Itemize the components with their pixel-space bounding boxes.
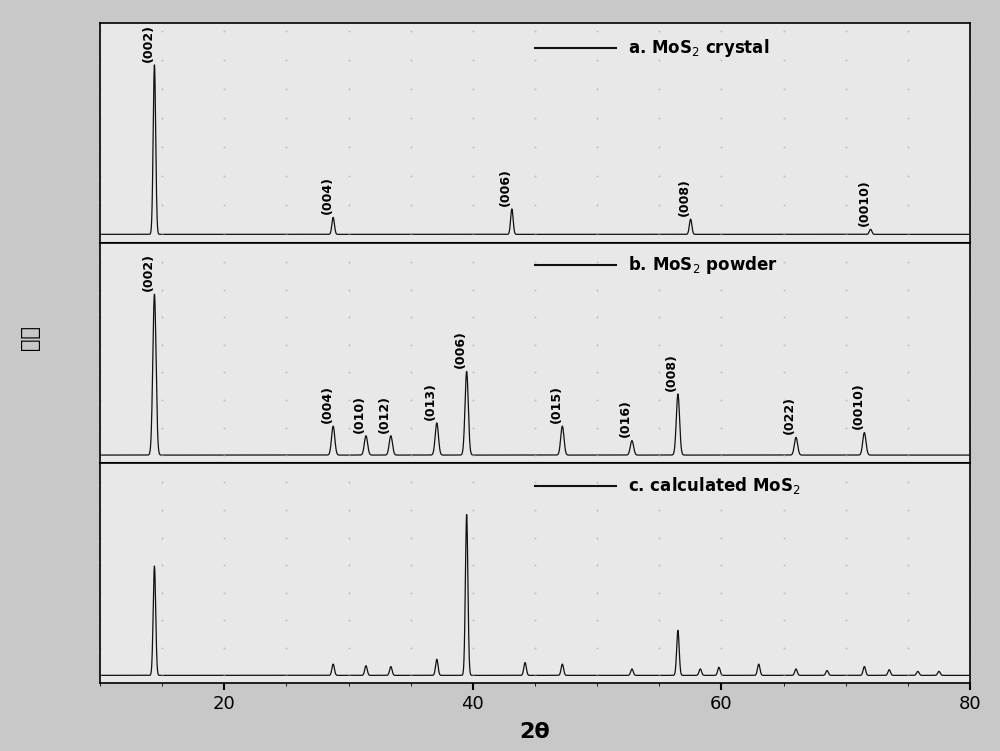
Text: (015): (015) [550,385,563,423]
Text: c. calculated MoS$_2$: c. calculated MoS$_2$ [628,475,801,496]
Text: (0010): (0010) [858,179,871,226]
Text: (013): (013) [424,382,437,420]
X-axis label: 2θ: 2θ [520,722,550,741]
Text: (022): (022) [783,397,796,434]
Text: (012): (012) [378,394,391,433]
Text: (0010): (0010) [852,382,865,430]
Text: (006): (006) [454,330,467,368]
Text: (010): (010) [353,394,366,433]
Text: (008): (008) [665,353,678,391]
Text: (002): (002) [142,253,155,291]
Text: b. MoS$_2$ powder: b. MoS$_2$ powder [628,255,778,276]
Text: (002): (002) [142,23,155,62]
Text: 强度: 强度 [20,325,40,351]
Text: (004): (004) [320,385,333,423]
Text: (004): (004) [320,176,333,214]
Text: a. MoS$_2$ crystal: a. MoS$_2$ crystal [628,37,770,59]
Text: (016): (016) [619,400,632,437]
Text: (008): (008) [678,178,691,216]
Text: (006): (006) [499,167,512,206]
